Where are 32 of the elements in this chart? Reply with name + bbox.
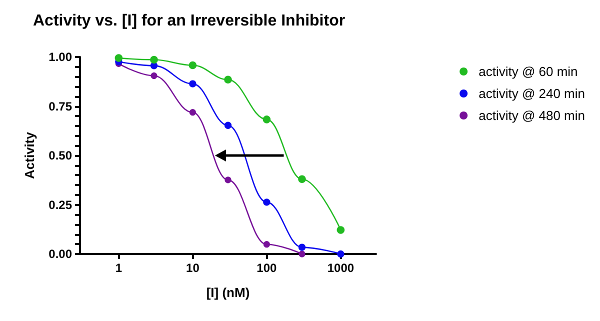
x-tick-label: 10 — [186, 261, 200, 275]
y-axis-title: Activity — [22, 131, 37, 179]
legend-label: activity @ 240 min — [478, 86, 586, 101]
point — [298, 244, 306, 251]
point — [188, 61, 197, 70]
y-tick-label: 1.00 — [48, 50, 72, 64]
y-tick-label: 0.25 — [48, 198, 72, 212]
point — [298, 175, 306, 184]
point — [189, 80, 196, 88]
point — [263, 198, 270, 206]
legend-label: activity @ 60 min — [478, 64, 578, 79]
x-tick-label: 100 — [256, 261, 278, 275]
point — [224, 122, 232, 129]
point — [337, 250, 344, 258]
x-tick-label: 1 — [115, 261, 122, 275]
point — [336, 226, 345, 234]
legend-label: activity @ 480 min — [478, 108, 586, 123]
y-tick-label: 0.50 — [48, 148, 72, 162]
point — [263, 241, 270, 248]
x-axis-title: [I] (nM) — [206, 285, 250, 300]
point — [224, 76, 232, 84]
point — [114, 54, 123, 62]
point — [189, 109, 196, 116]
point — [150, 72, 158, 80]
point — [262, 116, 271, 124]
y-tick-label: 0.75 — [48, 99, 72, 114]
y-tick-label: 0.00 — [48, 247, 72, 261]
x-tick-label: 1000 — [327, 261, 354, 275]
point — [150, 56, 158, 64]
chart-title: Activity vs. [I] for an Irreversible Inhibitor — [33, 12, 346, 30]
point — [224, 176, 232, 184]
point — [298, 250, 306, 258]
